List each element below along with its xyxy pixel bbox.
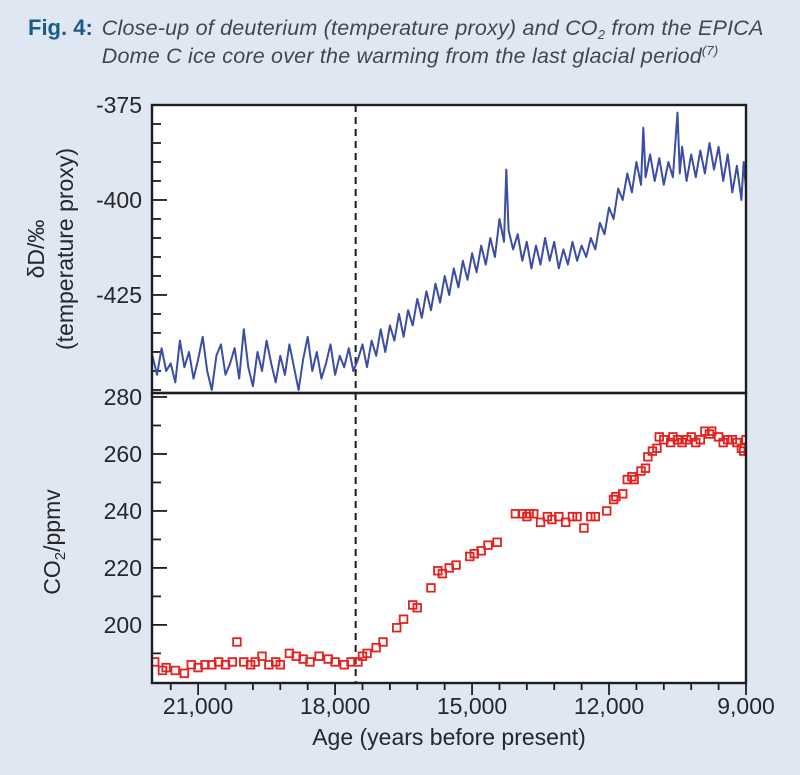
caption-text: Close-up of deuterium (temperature proxy… (102, 15, 764, 71)
svg-text:200: 200 (104, 612, 142, 638)
co2-subscript: 2 (597, 27, 606, 42)
svg-text:12,000: 12,000 (574, 693, 644, 719)
svg-text:220: 220 (104, 555, 142, 581)
svg-text:-375: -375 (96, 92, 142, 118)
svg-text:18,000: 18,000 (300, 693, 370, 719)
reference-superscript: (7) (701, 42, 719, 58)
y-axis-title-bottom: CO2/ppmv (39, 489, 69, 595)
bottom-panel-frame (150, 391, 748, 685)
deuterium-line-series (152, 111, 746, 391)
svg-text:-425: -425 (96, 282, 142, 308)
figure-label: Fig. 4: (28, 15, 93, 40)
tick-labels: -375 -400 -425 280 260 240 220 200 21,000 18,000 1… (96, 92, 775, 719)
caption-line-2: Dome C ice core over the warming from th… (101, 42, 719, 68)
svg-text:260: 260 (104, 441, 142, 467)
x-axis-title: Age (years before present) (312, 724, 586, 750)
caption-line-1: Close-up of deuterium (temperature proxy… (101, 16, 764, 42)
svg-text:15,000: 15,000 (437, 693, 507, 719)
svg-text:280: 280 (104, 384, 142, 410)
y-axis-title-top-line1: δD/‰ (23, 220, 49, 279)
svg-text:9,000: 9,000 (717, 693, 775, 719)
svg-text:21,000: 21,000 (163, 693, 233, 719)
co2-scatter-series (152, 426, 746, 679)
svg-text:-400: -400 (96, 187, 142, 213)
svg-text:240: 240 (104, 498, 142, 524)
y-axis-title-top-line2: (temperature proxy) (52, 148, 78, 350)
figure-caption: Fig. 4: Close-up of deuterium (temperatu… (28, 15, 780, 71)
